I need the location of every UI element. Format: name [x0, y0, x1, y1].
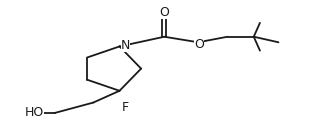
Text: HO: HO [25, 106, 44, 119]
Text: N: N [121, 39, 131, 52]
Text: O: O [159, 6, 169, 19]
Text: O: O [194, 38, 204, 51]
Text: F: F [122, 101, 129, 114]
